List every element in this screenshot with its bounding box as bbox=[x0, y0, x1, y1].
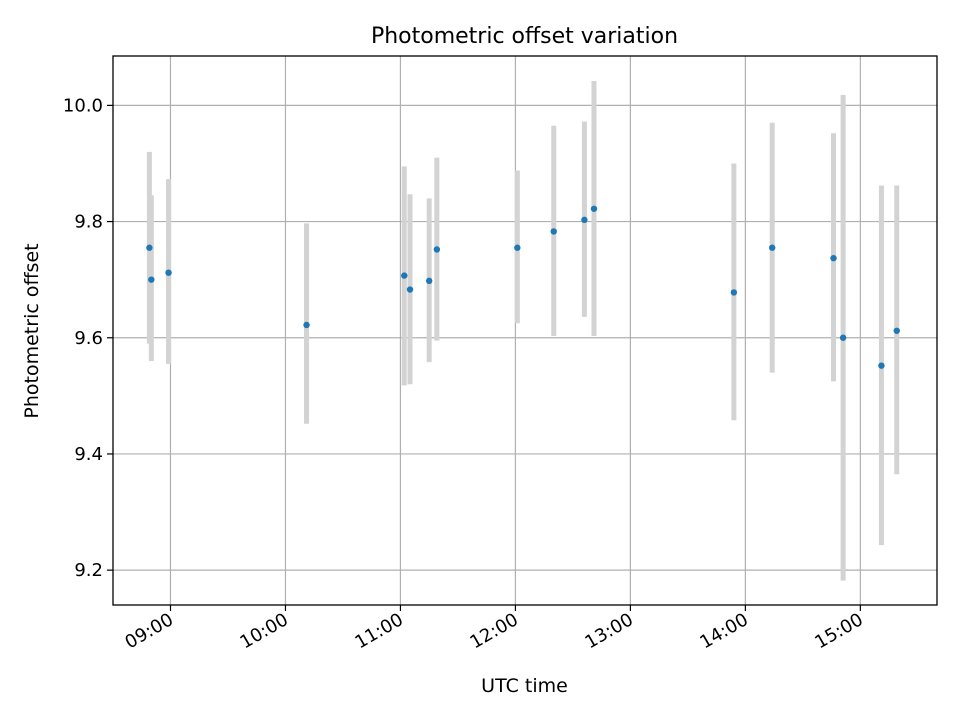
data-points bbox=[146, 205, 900, 369]
data-point bbox=[148, 276, 155, 283]
y-tick-label: 9.8 bbox=[74, 212, 103, 233]
grid bbox=[113, 56, 937, 605]
y-tick-label: 9.4 bbox=[74, 444, 103, 465]
x-axis-label: UTC time bbox=[481, 675, 568, 697]
y-axis-ticks: 9.2 9.4 9.6 9.8 10.0 bbox=[63, 95, 113, 581]
data-point bbox=[406, 286, 414, 293]
data-point bbox=[425, 277, 433, 285]
y-axis-label: Photometric offset bbox=[21, 243, 43, 418]
data-point bbox=[878, 362, 885, 369]
data-point bbox=[146, 244, 153, 251]
data-point bbox=[730, 289, 738, 296]
data-point bbox=[590, 205, 598, 212]
y-tick-label: 10.0 bbox=[63, 95, 103, 116]
data-point bbox=[550, 228, 557, 235]
chart-title: Photometric offset variation bbox=[371, 24, 678, 49]
data-point bbox=[839, 334, 847, 341]
data-point bbox=[514, 244, 521, 251]
x-tick-label: 12:00 bbox=[466, 609, 521, 653]
x-tick-label: 11:00 bbox=[352, 609, 407, 653]
data-point bbox=[401, 272, 408, 279]
x-tick-label: 10:00 bbox=[237, 609, 292, 653]
y-tick-label: 9.6 bbox=[74, 328, 103, 349]
data-point bbox=[165, 269, 172, 276]
data-point bbox=[581, 216, 588, 224]
y-tick-label: 9.2 bbox=[74, 560, 103, 581]
data-point bbox=[433, 246, 441, 253]
x-tick-label: 13:00 bbox=[581, 609, 636, 653]
data-point bbox=[893, 327, 900, 334]
x-tick-label: 15:00 bbox=[811, 609, 866, 653]
x-tick-label: 14:00 bbox=[696, 609, 751, 653]
data-point bbox=[830, 254, 837, 262]
plot-frame bbox=[112, 55, 938, 606]
data-point bbox=[769, 244, 776, 251]
errorbars bbox=[146, 80, 900, 581]
x-tick-label: 09:00 bbox=[122, 609, 177, 653]
data-point bbox=[303, 321, 310, 329]
x-axis-ticks: 09:00 10:00 11:00 12:00 13:00 14:00 15:00 bbox=[122, 605, 867, 653]
